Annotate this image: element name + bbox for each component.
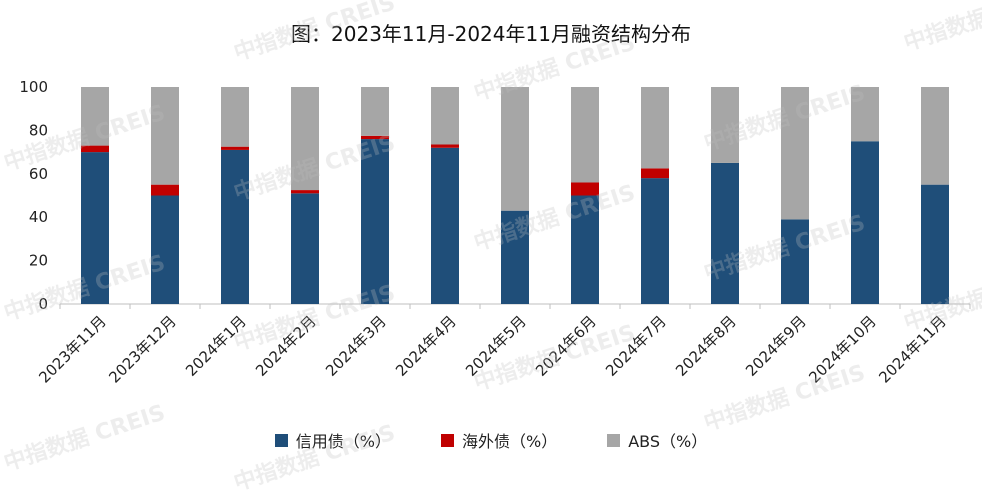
bar-segment-credit — [151, 195, 179, 304]
x-tick-label: 2024年7月 — [602, 312, 670, 380]
bar-segment-credit — [921, 184, 949, 304]
x-tick-label: 2024年10月 — [805, 312, 879, 386]
legend-label-abs: ABS（%） — [628, 432, 708, 451]
y-tick-label: 60 — [29, 165, 48, 183]
bar-segment-credit — [641, 178, 669, 304]
legend-item-credit: 信用债（%） — [274, 428, 391, 452]
x-tick-label: 2024年3月 — [322, 312, 390, 380]
x-tick-label: 2024年9月 — [742, 312, 810, 380]
bar-segment-abs — [851, 87, 879, 142]
legend-item-abs: ABS（%） — [607, 428, 707, 452]
bar-segment-abs — [711, 87, 739, 163]
y-tick-label: 40 — [29, 208, 48, 226]
x-tick-label: 2024年4月 — [392, 312, 460, 380]
bar-segment-abs — [641, 87, 669, 169]
bar-segment-abs — [221, 87, 249, 147]
x-tick-label: 2023年11月 — [35, 312, 109, 386]
bar-segment-credit — [291, 193, 319, 304]
bar-segment-abs — [431, 87, 459, 145]
bar-segment-credit — [711, 162, 739, 304]
y-tick-label: 80 — [29, 121, 48, 139]
bar-segment-credit — [851, 141, 879, 304]
legend-item-overseas: 海外债（%） — [440, 428, 558, 452]
x-tick-label: 2024年11月 — [875, 312, 949, 386]
y-tick-label: 20 — [29, 252, 48, 270]
x-tick-label: 2024年6月 — [532, 312, 600, 380]
bar-segment-credit — [781, 219, 809, 304]
bar-segment-credit — [361, 139, 389, 304]
bar-segment-abs — [151, 87, 179, 185]
legend-swatch-credit — [274, 433, 288, 447]
y-tick-label: 100 — [19, 78, 48, 96]
bar-segment-overseas — [361, 135, 389, 140]
x-tick-label: 2024年5月 — [462, 312, 530, 380]
bar-segment-abs — [361, 87, 389, 136]
bar-segment-overseas — [151, 184, 179, 196]
bar-segment-abs — [571, 87, 599, 183]
bar-segment-abs — [921, 87, 949, 185]
bar-segment-overseas — [571, 182, 599, 196]
x-tick-label: 2024年8月 — [672, 312, 740, 380]
bar-segment-abs — [781, 87, 809, 220]
bar-segment-overseas — [431, 144, 459, 148]
x-tick-label: 2024年1月 — [182, 312, 250, 380]
chart-title: 图：2023年11月-2024年11月融资结构分布 — [291, 22, 691, 46]
legend-label-credit: 信用债（%） — [295, 432, 391, 451]
bar-segment-overseas — [81, 145, 109, 153]
bar-segment-credit — [221, 149, 249, 304]
legend-label-overseas: 海外债（%） — [461, 432, 558, 451]
bar-segment-credit — [81, 152, 109, 304]
legend-swatch-abs — [607, 433, 621, 447]
bar-segment-abs — [81, 87, 109, 146]
bar-segment-abs — [291, 87, 319, 191]
y-tick-label: 0 — [38, 295, 48, 313]
bar-segment-abs — [501, 87, 529, 211]
x-tick-label: 2023年12月 — [105, 312, 179, 386]
bar-segment-overseas — [221, 146, 249, 150]
bar-segment-overseas — [641, 168, 669, 179]
bar-segment-credit — [431, 147, 459, 304]
x-tick-label: 2024年2月 — [252, 312, 320, 380]
legend: 信用债（%） 海外债（%） ABS（%） — [0, 428, 982, 452]
bar-segment-credit — [571, 195, 599, 304]
legend-swatch-overseas — [440, 433, 454, 447]
bar-segment-overseas — [291, 190, 319, 194]
bar-segment-credit — [501, 210, 529, 304]
